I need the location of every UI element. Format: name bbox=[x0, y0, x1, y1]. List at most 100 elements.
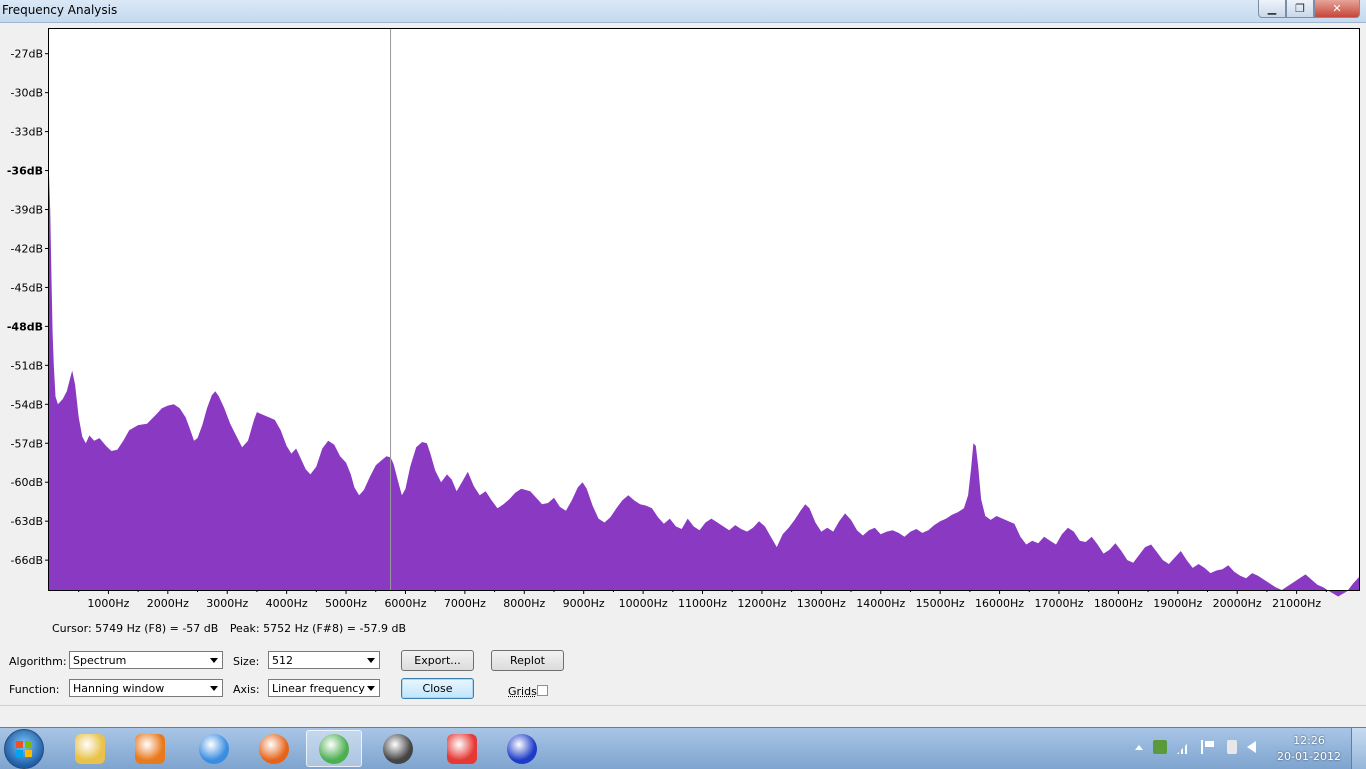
minimize-button[interactable]: ▁ bbox=[1258, 0, 1286, 18]
maximize-button[interactable]: ❐ bbox=[1286, 0, 1314, 18]
airtel-app-icon bbox=[447, 733, 477, 764]
grids-label[interactable]: Grids bbox=[508, 685, 537, 698]
size-value: 512 bbox=[272, 654, 293, 667]
y-tick-label: -36dB bbox=[7, 165, 43, 178]
axis-value: Linear frequency bbox=[272, 682, 365, 695]
firefox-icon bbox=[259, 733, 289, 764]
function-select[interactable]: Hanning window bbox=[69, 679, 223, 697]
y-tick-label: -63dB bbox=[11, 515, 44, 528]
audacity-icon bbox=[507, 733, 537, 764]
cursor-readout: Cursor: 5749 Hz (F8) = -57 dB bbox=[52, 622, 219, 635]
y-tick-label: -51dB bbox=[11, 359, 44, 372]
show-hidden-icons-icon[interactable] bbox=[1135, 744, 1143, 750]
close-button[interactable]: Close bbox=[401, 678, 474, 699]
x-tick-label: 7000Hz bbox=[444, 597, 486, 610]
safely-remove-hardware-icon[interactable] bbox=[1227, 740, 1237, 754]
x-tick-label: 5000Hz bbox=[325, 597, 367, 610]
x-tick-label: 1000Hz bbox=[87, 597, 129, 610]
x-tick-label: 12000Hz bbox=[737, 597, 786, 610]
taskbar-app-internet-explorer[interactable] bbox=[186, 730, 242, 767]
x-tick-label: 17000Hz bbox=[1034, 597, 1083, 610]
chevron-down-icon bbox=[210, 686, 218, 691]
algorithm-label: Algorithm: bbox=[9, 655, 67, 668]
x-tick-label: 16000Hz bbox=[975, 597, 1024, 610]
y-tick-label: -33dB bbox=[11, 126, 44, 139]
taskbar-app-firefox[interactable] bbox=[246, 730, 302, 767]
x-tick-label: 19000Hz bbox=[1153, 597, 1202, 610]
window-titlebar[interactable]: Frequency Analysis ▁ ❐ ✕ bbox=[0, 0, 1366, 23]
y-tick-label: -39dB bbox=[11, 204, 44, 217]
clock-time: 12:26 bbox=[1293, 734, 1325, 747]
size-label: Size: bbox=[233, 655, 260, 668]
internet-explorer-icon bbox=[199, 733, 229, 764]
network-app-icon[interactable] bbox=[1153, 740, 1167, 754]
x-tick-label: 2000Hz bbox=[147, 597, 189, 610]
x-tick-label: 21000Hz bbox=[1272, 597, 1321, 610]
volume-icon[interactable] bbox=[1247, 741, 1256, 753]
x-tick-label: 18000Hz bbox=[1094, 597, 1143, 610]
y-tick-label: -66dB bbox=[11, 554, 44, 567]
chevron-down-icon bbox=[367, 658, 375, 663]
y-tick-label: -60dB bbox=[11, 476, 44, 489]
peak-readout: Peak: 5752 Hz (F#8) = -57.9 dB bbox=[229, 622, 406, 635]
x-tick-label: 13000Hz bbox=[797, 597, 846, 610]
clock-date: 20-01-2012 bbox=[1277, 750, 1341, 763]
spectrum-plot-svg[interactable]: -27dB -30dB -33dB -36dB -39dB -42dB -45dB -48dB… bbox=[0, 23, 1366, 618]
system-tray bbox=[1135, 740, 1256, 754]
taskbar-app-camera-app[interactable] bbox=[370, 730, 426, 767]
x-tick-label: 4000Hz bbox=[266, 597, 308, 610]
y-tick-label: -42dB bbox=[11, 242, 44, 255]
x-tick-label: 11000Hz bbox=[678, 597, 727, 610]
x-tick-label: 6000Hz bbox=[384, 597, 426, 610]
taskbar-app-airtel-app[interactable] bbox=[434, 730, 490, 767]
taskbar-app-windows-explorer[interactable] bbox=[62, 730, 118, 767]
taskbar-app-chrome[interactable] bbox=[306, 730, 362, 767]
window-title: Frequency Analysis bbox=[2, 3, 118, 17]
signal-strength-icon[interactable] bbox=[1177, 740, 1191, 754]
chrome-icon bbox=[319, 733, 349, 764]
y-tick-label: -27dB bbox=[11, 48, 44, 61]
cursor-peak-readout: Cursor: 5749 Hz (F8) = -57 dB Peak: 5752… bbox=[52, 622, 414, 635]
x-tick-label: 9000Hz bbox=[563, 597, 605, 610]
y-tick-label: -57dB bbox=[11, 437, 44, 450]
y-tick-label: -48dB bbox=[7, 320, 43, 333]
x-tick-label: 15000Hz bbox=[916, 597, 965, 610]
x-tick-label: 20000Hz bbox=[1213, 597, 1262, 610]
spectrum-chart[interactable]: -27dB -30dB -33dB -36dB -39dB -42dB -45dB -48dB… bbox=[0, 23, 1366, 618]
window-controls: ▁ ❐ ✕ bbox=[1258, 0, 1360, 18]
show-desktop-button[interactable] bbox=[1351, 728, 1366, 769]
windows-logo-icon bbox=[16, 741, 32, 757]
algorithm-select[interactable]: Spectrum bbox=[69, 651, 223, 669]
media-player-icon bbox=[135, 733, 165, 764]
axis-select[interactable]: Linear frequency bbox=[268, 679, 380, 697]
x-tick-label: 3000Hz bbox=[206, 597, 248, 610]
windows-explorer-icon bbox=[75, 733, 105, 764]
spectrum-area bbox=[49, 174, 1359, 597]
taskbar: 12:26 20-01-2012 bbox=[0, 727, 1366, 769]
y-tick-label: -45dB bbox=[11, 281, 44, 294]
plot-border bbox=[48, 28, 1360, 591]
function-value: Hanning window bbox=[73, 682, 165, 695]
chevron-down-icon bbox=[367, 686, 375, 691]
taskbar-app-audacity[interactable] bbox=[494, 730, 550, 767]
camera-app-icon bbox=[383, 733, 413, 764]
x-tick-label: 14000Hz bbox=[856, 597, 905, 610]
size-select[interactable]: 512 bbox=[268, 651, 380, 669]
y-tick-label: -30dB bbox=[11, 87, 44, 100]
taskbar-app-media-player[interactable] bbox=[122, 730, 178, 767]
taskbar-clock[interactable]: 12:26 20-01-2012 bbox=[1276, 733, 1342, 765]
algorithm-value: Spectrum bbox=[73, 654, 127, 667]
y-tick-label: -54dB bbox=[11, 398, 44, 411]
function-label: Function: bbox=[9, 683, 60, 696]
axis-label: Axis: bbox=[233, 683, 260, 696]
replot-button[interactable]: Replot bbox=[491, 650, 564, 671]
start-button[interactable] bbox=[4, 729, 44, 769]
x-tick-label: 8000Hz bbox=[503, 597, 545, 610]
close-window-button[interactable]: ✕ bbox=[1314, 0, 1360, 18]
action-center-flag-icon[interactable] bbox=[1201, 740, 1217, 754]
chevron-down-icon bbox=[210, 658, 218, 663]
grids-checkbox[interactable] bbox=[537, 685, 548, 696]
window-statusbar bbox=[0, 705, 1366, 728]
export-button[interactable]: Export... bbox=[401, 650, 474, 671]
x-tick-label: 10000Hz bbox=[619, 597, 668, 610]
